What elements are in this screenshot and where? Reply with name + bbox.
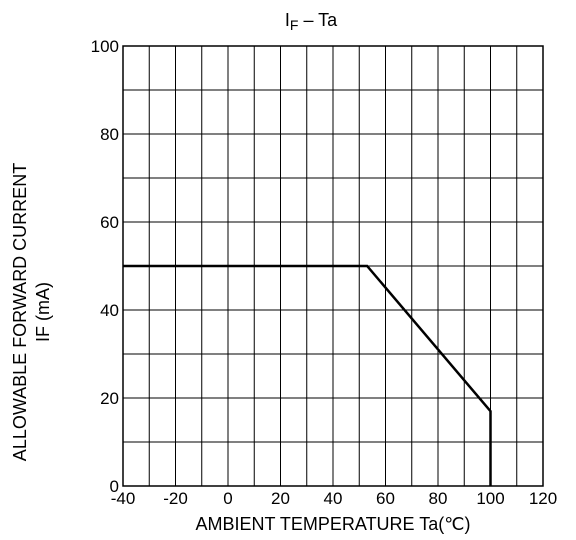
x-tick-label: 0	[223, 489, 232, 508]
x-tick-labels: -40 -20 0 20 40 60 80 100 120	[111, 489, 557, 508]
chart-title: IF – Ta	[285, 10, 338, 33]
x-tick-label: 80	[429, 489, 448, 508]
y-tick-label: 80	[100, 125, 119, 144]
x-tick-label: -20	[163, 489, 188, 508]
x-tick-label: 40	[324, 489, 343, 508]
y-tick-labels: 0 20 40 60 80 100	[91, 37, 119, 496]
x-axis-label: AMBIENT TEMPERATURE Ta(℃)	[196, 514, 471, 534]
y-tick-label: 40	[100, 301, 119, 320]
series-layer	[123, 264, 492, 486]
y-tick-label: 100	[91, 37, 119, 56]
y-axis-label-line2: IF (mA)	[33, 282, 53, 342]
derating-curve	[123, 264, 492, 486]
x-tick-label: 20	[271, 489, 290, 508]
x-tick-label: 100	[476, 489, 504, 508]
y-tick-label: 60	[100, 213, 119, 232]
title-subscript: F	[290, 17, 299, 33]
y-tick-label: 20	[100, 389, 119, 408]
title-rest: – Ta	[298, 10, 338, 30]
y-axis-label-line1: ALLOWABLE FORWARD CURRENT	[10, 163, 30, 461]
x-tick-label: 60	[376, 489, 395, 508]
x-tick-label: 120	[529, 489, 557, 508]
x-tick-label: -40	[111, 489, 136, 508]
y-tick-label: 0	[110, 477, 119, 496]
svg-text:IF – Ta: IF – Ta	[285, 10, 338, 33]
title-main: I	[285, 10, 290, 30]
